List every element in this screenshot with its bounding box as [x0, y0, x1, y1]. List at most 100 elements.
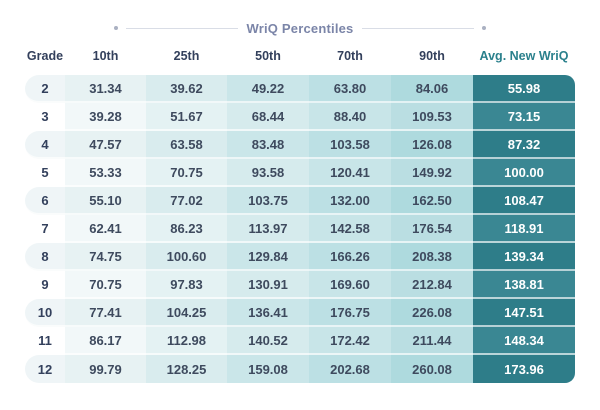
value-cell-avg-new-wriq: 100.00 — [473, 159, 575, 187]
grade-cell: 2 — [25, 75, 65, 103]
value-cell-90th: 162.50 — [391, 187, 473, 215]
table-row-grade-4: 4 47.57 63.58 83.48 103.58 126.08 87.32 — [25, 131, 575, 159]
value-cell-90th: 212.84 — [391, 271, 473, 299]
value-cell-90th: 176.54 — [391, 215, 473, 243]
grade-cell: 7 — [25, 215, 65, 243]
value-cell-70th: 166.26 — [309, 243, 391, 271]
value-cell-70th: 172.42 — [309, 327, 391, 355]
value-cell-10th: 53.33 — [65, 159, 146, 187]
value-cell-50th: 159.08 — [227, 355, 309, 383]
value-cell-avg-new-wriq: 87.32 — [473, 131, 575, 159]
value-cell-25th: 51.67 — [146, 103, 227, 131]
value-cell-70th: 103.58 — [309, 131, 391, 159]
title-rule-right-dot-icon — [481, 26, 486, 30]
value-cell-avg-new-wriq: 139.34 — [473, 243, 575, 271]
value-cell-90th: 211.44 — [391, 327, 473, 355]
column-header-90th: 90th — [419, 49, 445, 63]
value-cell-avg-new-wriq: 118.91 — [473, 215, 575, 243]
table-body: 2 31.34 39.62 49.22 63.80 84.06 55.98 3 39.28 51.… — [0, 75, 600, 383]
value-cell-90th: 260.08 — [391, 355, 473, 383]
value-cell-90th: 109.53 — [391, 103, 473, 131]
grade-cell: 4 — [25, 131, 65, 159]
value-cell-10th: 86.17 — [65, 327, 146, 355]
table-row-grade-9: 9 70.75 97.83 130.91 169.60 212.84 138.81 — [25, 271, 575, 299]
value-cell-10th: 39.28 — [65, 103, 146, 131]
value-cell-avg-new-wriq: 148.34 — [473, 327, 575, 355]
column-header-avg-new-wriq: Avg. New WriQ — [479, 49, 569, 63]
table-row-grade-2: 2 31.34 39.62 49.22 63.80 84.06 55.98 — [25, 75, 575, 103]
value-cell-10th: 74.75 — [65, 243, 146, 271]
value-cell-50th: 103.75 — [227, 187, 309, 215]
value-cell-25th: 70.75 — [146, 159, 227, 187]
value-cell-50th: 113.97 — [227, 215, 309, 243]
value-cell-25th: 63.58 — [146, 131, 227, 159]
value-cell-70th: 132.00 — [309, 187, 391, 215]
table-row-grade-3: 3 39.28 51.67 68.44 88.40 109.53 73.15 — [25, 103, 575, 131]
value-cell-90th: 208.38 — [391, 243, 473, 271]
title-rule-left-dot-icon — [114, 26, 119, 30]
value-cell-25th: 128.25 — [146, 355, 227, 383]
value-cell-avg-new-wriq: 55.98 — [473, 75, 575, 103]
value-cell-90th: 126.08 — [391, 131, 473, 159]
value-cell-70th: 142.58 — [309, 215, 391, 243]
column-header-25th: 25th — [173, 49, 200, 63]
value-cell-70th: 120.41 — [309, 159, 391, 187]
value-cell-50th: 130.91 — [227, 271, 309, 299]
title-rule-right-line — [361, 27, 474, 29]
value-cell-70th: 63.80 — [309, 75, 391, 103]
grade-cell: 10 — [25, 299, 65, 327]
value-cell-90th: 149.92 — [391, 159, 473, 187]
table-title-row: WriQ Percentiles — [0, 20, 600, 36]
value-cell-70th: 202.68 — [309, 355, 391, 383]
table-row-grade-6: 6 55.10 77.02 103.75 132.00 162.50 108.47 — [25, 187, 575, 215]
value-cell-50th: 129.84 — [227, 243, 309, 271]
column-header-10th: 10th — [92, 49, 119, 63]
value-cell-50th: 49.22 — [227, 75, 309, 103]
value-cell-70th: 176.75 — [309, 299, 391, 327]
value-cell-avg-new-wriq: 138.81 — [473, 271, 575, 299]
value-cell-avg-new-wriq: 147.51 — [473, 299, 575, 327]
value-cell-90th: 84.06 — [391, 75, 473, 103]
title-rule-left-line — [126, 27, 239, 29]
table-header-row: Grade 10th 25th 50th 70th 90th Avg. New WriQ — [25, 46, 575, 66]
table-row-grade-5: 5 53.33 70.75 93.58 120.41 149.92 100.00 — [25, 159, 575, 187]
value-cell-90th: 226.08 — [391, 299, 473, 327]
value-cell-50th: 140.52 — [227, 327, 309, 355]
value-cell-10th: 31.34 — [65, 75, 146, 103]
value-cell-10th: 99.79 — [65, 355, 146, 383]
grade-cell: 11 — [25, 327, 65, 355]
column-header-70th: 70th — [337, 49, 363, 63]
table-row-grade-7: 7 62.41 86.23 113.97 142.58 176.54 118.91 — [25, 215, 575, 243]
value-cell-10th: 77.41 — [65, 299, 146, 327]
value-cell-25th: 86.23 — [146, 215, 227, 243]
table-row-grade-10: 10 77.41 104.25 136.41 176.75 226.08 147.51 — [25, 299, 575, 327]
table-row-grade-11: 11 86.17 112.98 140.52 172.42 211.44 148.34 — [25, 327, 575, 355]
value-cell-10th: 62.41 — [65, 215, 146, 243]
grade-cell: 5 — [25, 159, 65, 187]
value-cell-25th: 112.98 — [146, 327, 227, 355]
value-cell-10th: 70.75 — [65, 271, 146, 299]
value-cell-50th: 93.58 — [227, 159, 309, 187]
value-cell-avg-new-wriq: 173.96 — [473, 355, 575, 383]
grade-cell: 9 — [25, 271, 65, 299]
page-title: WriQ Percentiles — [246, 20, 354, 36]
grade-cell: 8 — [25, 243, 65, 271]
column-header-grade: Grade — [26, 49, 64, 63]
value-cell-25th: 77.02 — [146, 187, 227, 215]
value-cell-10th: 55.10 — [65, 187, 146, 215]
table-row-grade-8: 8 74.75 100.60 129.84 166.26 208.38 139.34 — [25, 243, 575, 271]
value-cell-70th: 169.60 — [309, 271, 391, 299]
value-cell-25th: 104.25 — [146, 299, 227, 327]
value-cell-25th: 97.83 — [146, 271, 227, 299]
value-cell-10th: 47.57 — [65, 131, 146, 159]
grade-cell: 3 — [25, 103, 65, 131]
column-header-50th: 50th — [255, 49, 281, 63]
table-row-grade-12: 12 99.79 128.25 159.08 202.68 260.08 173.96 — [25, 355, 575, 383]
value-cell-avg-new-wriq: 73.15 — [473, 103, 575, 131]
grade-cell: 12 — [25, 355, 65, 383]
value-cell-25th: 39.62 — [146, 75, 227, 103]
value-cell-25th: 100.60 — [146, 243, 227, 271]
value-cell-50th: 83.48 — [227, 131, 309, 159]
grade-cell: 6 — [25, 187, 65, 215]
